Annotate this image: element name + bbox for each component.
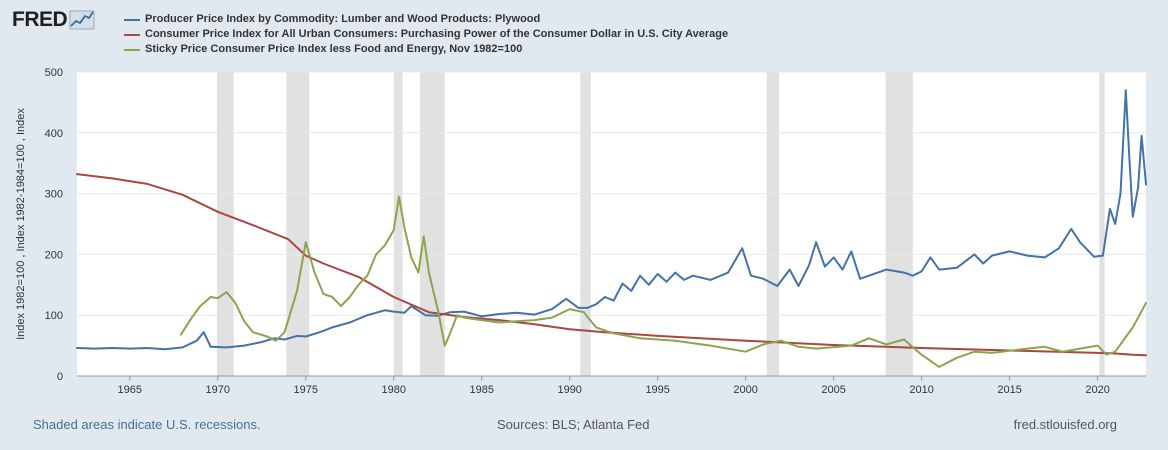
line-chart[interactable]: 0 100 200 300 400 500 1965 1970 1975 1980 1985 199… bbox=[0, 0, 1168, 410]
series-line-2[interactable] bbox=[76, 173, 1147, 357]
legend-label: Sticky Price Consumer Price Index less F… bbox=[145, 43, 523, 55]
fred-logo-text: FRED bbox=[12, 8, 68, 31]
chart-legend: Producer Price Index by Commodity: Lumbe… bbox=[124, 12, 728, 57]
x-axis-ticks: 1965 1970 1975 1980 1985 1990 1995 2000 2005 2010… bbox=[77, 375, 1146, 396]
y-tick-label: 0 bbox=[57, 371, 63, 383]
recession-note-link[interactable]: Shaded areas indicate U.S. recessions. bbox=[33, 417, 261, 432]
series-line-3[interactable] bbox=[179, 195, 1147, 368]
plot-area bbox=[77, 72, 1146, 376]
x-tick-label: 2005 bbox=[821, 384, 845, 396]
recession-band bbox=[1099, 72, 1105, 376]
legend-item-plywood-ppi: Producer Price Index by Commodity: Lumbe… bbox=[124, 12, 728, 27]
x-tick-label: 1990 bbox=[557, 384, 581, 396]
x-tick-label: 2020 bbox=[1085, 384, 1109, 396]
x-tick-label: 2015 bbox=[997, 384, 1021, 396]
x-tick-label: 1975 bbox=[294, 384, 318, 396]
x-tick-label: 1995 bbox=[645, 384, 669, 396]
series-lines bbox=[76, 89, 1147, 368]
legend-label: Consumer Price Index for All Urban Consu… bbox=[145, 28, 729, 40]
legend-swatch bbox=[124, 33, 140, 36]
legend-item-cpi-purchasing-power: Consumer Price Index for All Urban Consu… bbox=[124, 27, 728, 42]
chart-line-icon bbox=[69, 10, 95, 30]
x-tick-label: 1965 bbox=[118, 384, 142, 396]
y-tick-label: 400 bbox=[45, 128, 63, 140]
recession-band bbox=[580, 72, 591, 376]
y-tick-label: 300 bbox=[45, 189, 63, 201]
recession-band bbox=[885, 72, 913, 376]
sources-text: Sources: BLS; Atlanta Fed bbox=[497, 417, 650, 432]
y-axis-ticks: 0 100 200 300 400 500 bbox=[45, 67, 63, 383]
recession-band bbox=[766, 72, 780, 376]
legend-item-sticky-cpi: Sticky Price Consumer Price Index less F… bbox=[124, 42, 728, 57]
y-tick-label: 200 bbox=[45, 249, 63, 261]
y-tick-label: 100 bbox=[45, 310, 63, 322]
legend-swatch bbox=[124, 48, 140, 51]
recession-band bbox=[216, 72, 234, 376]
y-axis-title: Index 1982=100 , Index 1982-1984=100 , I… bbox=[15, 108, 27, 340]
x-tick-label: 1970 bbox=[206, 384, 230, 396]
y-tick-label: 500 bbox=[45, 67, 63, 79]
recession-band bbox=[393, 72, 403, 376]
series-line-1[interactable] bbox=[76, 89, 1147, 351]
recession-band bbox=[286, 72, 310, 376]
legend-label: Producer Price Index by Commodity: Lumbe… bbox=[145, 13, 541, 25]
x-tick-label: 1985 bbox=[469, 384, 493, 396]
x-tick-label: 2010 bbox=[909, 384, 933, 396]
legend-swatch bbox=[124, 18, 140, 21]
x-tick-label: 1980 bbox=[381, 384, 405, 396]
x-tick-label: 2000 bbox=[733, 384, 757, 396]
fred-site-link[interactable]: fred.stlouisfed.org bbox=[1013, 417, 1117, 432]
fred-logo[interactable]: FRED bbox=[12, 8, 95, 32]
